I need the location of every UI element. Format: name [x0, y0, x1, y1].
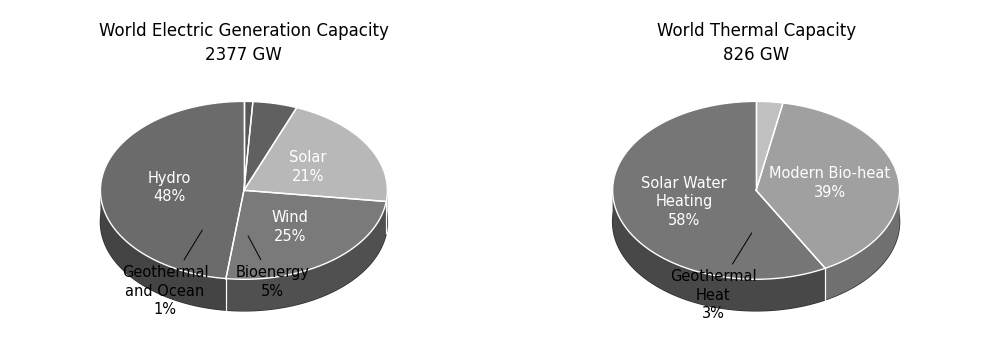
Polygon shape	[613, 101, 825, 279]
Polygon shape	[100, 101, 244, 278]
Text: Solar
21%: Solar 21%	[289, 150, 327, 184]
Text: Hydro
48%: Hydro 48%	[148, 171, 191, 204]
Polygon shape	[226, 201, 386, 311]
Polygon shape	[386, 191, 387, 233]
Text: Geothermal
Heat
3%: Geothermal Heat 3%	[670, 233, 756, 321]
Polygon shape	[226, 190, 386, 279]
Text: Solar Water
Heating
58%: Solar Water Heating 58%	[641, 176, 727, 228]
Polygon shape	[100, 133, 387, 311]
Polygon shape	[244, 102, 297, 190]
Polygon shape	[244, 101, 253, 190]
Polygon shape	[100, 191, 226, 310]
Text: Modern Bio-heat
39%: Modern Bio-heat 39%	[769, 166, 890, 200]
Text: 826 GW: 826 GW	[723, 46, 789, 64]
Polygon shape	[613, 191, 825, 311]
Text: Bioenergy
5%: Bioenergy 5%	[236, 236, 310, 298]
Text: World Electric Generation Capacity: World Electric Generation Capacity	[99, 22, 389, 40]
Text: 2377 GW: 2377 GW	[205, 46, 282, 64]
Polygon shape	[756, 101, 783, 190]
Polygon shape	[825, 191, 900, 300]
Text: World Thermal Capacity: World Thermal Capacity	[657, 22, 856, 40]
Text: Wind
25%: Wind 25%	[271, 210, 308, 244]
Text: Geothermal
and Ocean
1%: Geothermal and Ocean 1%	[122, 230, 208, 317]
Polygon shape	[613, 133, 900, 311]
Polygon shape	[244, 108, 387, 201]
Polygon shape	[756, 103, 900, 268]
